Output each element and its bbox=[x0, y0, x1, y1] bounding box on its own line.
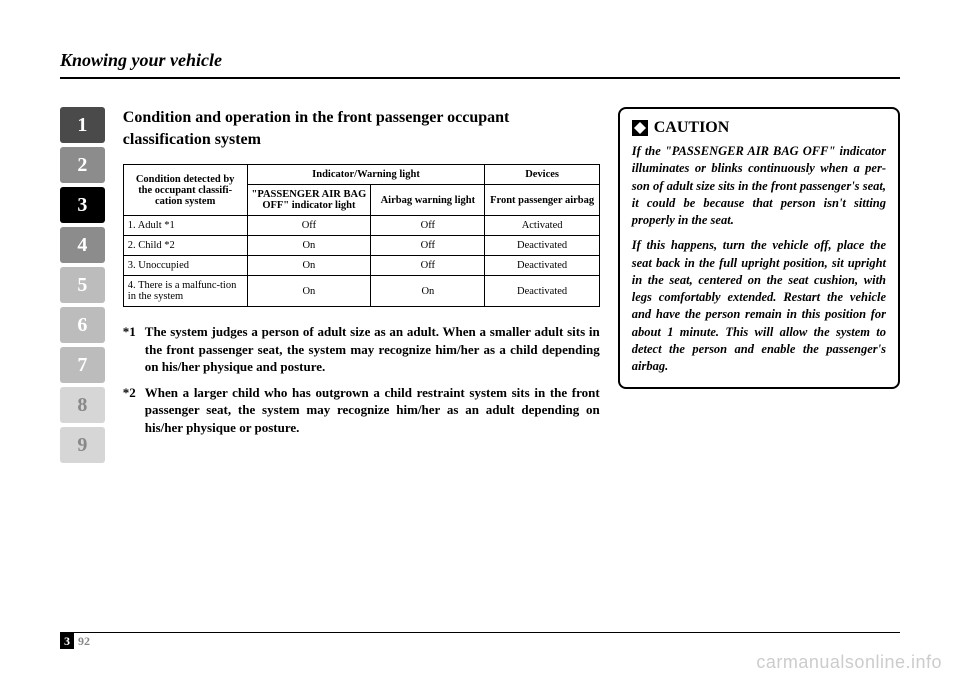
caution-body: If the "PASSENGER AIR BAG OFF" indicator… bbox=[632, 143, 886, 375]
th-indicator-2: Airbag warning light bbox=[371, 185, 485, 216]
cell-dev: Deactivated bbox=[485, 256, 599, 276]
side-tabs: 1 2 3 4 5 6 7 8 9 bbox=[60, 107, 105, 463]
cell-ind1: On bbox=[247, 236, 371, 256]
main-column: Condition and operation in the front pas… bbox=[123, 107, 600, 463]
page-root: Knowing your vehicle 1 2 3 4 5 6 7 8 9 C… bbox=[0, 0, 960, 679]
watermark: carmanualsonline.info bbox=[756, 652, 942, 673]
footnote-marker: *2 bbox=[123, 384, 141, 437]
cell-dev: Activated bbox=[485, 216, 599, 236]
caution-title: CAUTION bbox=[654, 119, 730, 137]
tab-8[interactable]: 8 bbox=[60, 387, 105, 423]
classification-table: Condition detected by the occupant class… bbox=[123, 164, 600, 307]
tab-7[interactable]: 7 bbox=[60, 347, 105, 383]
th-indicator-group: Indicator/Warning light bbox=[247, 165, 485, 185]
caution-paragraph: If the "PASSENGER AIR BAG OFF" indicator… bbox=[632, 143, 886, 229]
footer-rule bbox=[60, 632, 900, 633]
content-columns: 1 2 3 4 5 6 7 8 9 Condition and operatio… bbox=[60, 107, 900, 463]
tab-2[interactable]: 2 bbox=[60, 147, 105, 183]
section-heading: Condition and operation in the front pas… bbox=[123, 107, 600, 150]
caution-heading: CAUTION bbox=[632, 119, 886, 137]
tab-6[interactable]: 6 bbox=[60, 307, 105, 343]
chapter-header: Knowing your vehicle bbox=[60, 50, 900, 79]
th-condition: Condition detected by the occupant class… bbox=[123, 165, 247, 216]
cell-ind1: On bbox=[247, 276, 371, 307]
caution-paragraph: If this happens, turn the vehicle off, p… bbox=[632, 237, 886, 375]
cell-cond: 2. Child *2 bbox=[123, 236, 247, 256]
footnote-1: *1 The system judges a person of adult s… bbox=[123, 323, 600, 376]
cell-ind1: Off bbox=[247, 216, 371, 236]
table-row: 1. Adult *1 Off Off Activated bbox=[123, 216, 599, 236]
chapter-title: Knowing your vehicle bbox=[60, 50, 900, 71]
footnote-marker: *1 bbox=[123, 323, 141, 376]
cell-ind2: Off bbox=[371, 256, 485, 276]
page-page: 92 bbox=[74, 634, 90, 648]
th-devices: Devices bbox=[485, 165, 599, 185]
th-device: Front passenger airbag bbox=[485, 185, 599, 216]
tab-9[interactable]: 9 bbox=[60, 427, 105, 463]
cell-ind2: Off bbox=[371, 236, 485, 256]
page-section: 3 bbox=[60, 633, 74, 649]
table-row: 2. Child *2 On Off Deactivated bbox=[123, 236, 599, 256]
cell-dev: Deactivated bbox=[485, 276, 599, 307]
tab-3[interactable]: 3 bbox=[60, 187, 105, 223]
cell-cond: 1. Adult *1 bbox=[123, 216, 247, 236]
tab-1[interactable]: 1 bbox=[60, 107, 105, 143]
footnote-text: When a larger child who has outgrown a c… bbox=[145, 384, 600, 437]
tab-5[interactable]: 5 bbox=[60, 267, 105, 303]
footnote-2: *2 When a larger child who has outgrown … bbox=[123, 384, 600, 437]
cell-dev: Deactivated bbox=[485, 236, 599, 256]
cell-ind1: On bbox=[247, 256, 371, 276]
cell-ind2: Off bbox=[371, 216, 485, 236]
cell-cond: 3. Unoccupied bbox=[123, 256, 247, 276]
table-row: 3. Unoccupied On Off Deactivated bbox=[123, 256, 599, 276]
th-indicator-1: "PASSENGER AIR BAG OFF" indicator light bbox=[247, 185, 371, 216]
table-row: 4. There is a malfunc-tion in the system… bbox=[123, 276, 599, 307]
page-number: 392 bbox=[60, 634, 90, 649]
footnote-text: The system judges a person of adult size… bbox=[145, 323, 600, 376]
caution-box: CAUTION If the "PASSENGER AIR BAG OFF" i… bbox=[618, 107, 900, 389]
tab-4[interactable]: 4 bbox=[60, 227, 105, 263]
cell-cond: 4. There is a malfunc-tion in the system bbox=[123, 276, 247, 307]
cell-ind2: On bbox=[371, 276, 485, 307]
caution-column: CAUTION If the "PASSENGER AIR BAG OFF" i… bbox=[618, 107, 900, 463]
caution-icon bbox=[632, 120, 648, 136]
